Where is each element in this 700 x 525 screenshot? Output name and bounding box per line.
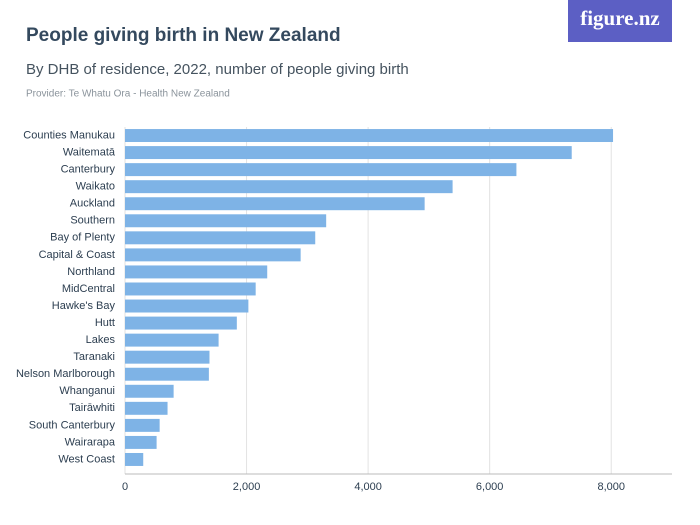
y-tick-label: Capital & Coast (39, 249, 115, 261)
bar (125, 452, 144, 466)
x-tick-label: 6,000 (476, 481, 504, 493)
bar (125, 248, 301, 262)
source: Provider: Te Whatu Ora - Health New Zeal… (26, 89, 230, 100)
x-tick-label: 2,000 (233, 481, 261, 493)
bar (125, 163, 517, 177)
y-tick-label: MidCentral (62, 283, 115, 295)
y-tick-label: Canterbury (61, 164, 116, 176)
y-tick-label: Wairarapa (65, 436, 116, 448)
bar (125, 214, 327, 228)
bar (125, 418, 160, 432)
y-tick-label: South Canterbury (29, 419, 116, 431)
chart-subtitle: By DHB of residence, 2022, number of peo… (26, 61, 409, 78)
y-tick-label: Nelson Marlborough (16, 368, 115, 380)
y-tick-label: Auckland (70, 198, 115, 210)
bar (125, 384, 174, 398)
bar (125, 180, 453, 194)
x-tick-label: 4,000 (354, 481, 382, 493)
logo-box (568, 0, 672, 42)
y-tick-label: Lakes (86, 334, 116, 346)
y-tick-label: Whanganui (59, 385, 115, 397)
y-tick-label: Hutt (95, 317, 115, 329)
bar (125, 231, 316, 245)
y-tick-label: Taranaki (73, 351, 115, 363)
bar (125, 265, 268, 279)
bar (125, 367, 209, 381)
y-tick-label: Southern (70, 215, 115, 227)
x-tick-label: 0 (122, 481, 128, 493)
x-tick-label: 8,000 (597, 481, 625, 493)
y-tick-label: Waitematā (63, 146, 116, 158)
bar (125, 146, 572, 160)
chart-title: People giving birth in New Zealand (26, 25, 341, 46)
bar (125, 316, 237, 330)
bar (125, 282, 256, 296)
y-tick-label: Hawke's Bay (52, 300, 116, 312)
logo: figure.nz (580, 6, 660, 30)
y-tick-label: Northland (67, 266, 115, 278)
bar (125, 129, 614, 143)
bar (125, 197, 425, 211)
bar (125, 435, 157, 449)
y-tick-label: Counties Manukau (23, 129, 115, 141)
bar (125, 350, 210, 364)
bar (125, 401, 168, 415)
y-tick-label: Tairāwhiti (69, 402, 115, 414)
y-tick-label: Waikato (76, 181, 115, 193)
bar (125, 333, 219, 347)
y-tick-label: Bay of Plenty (50, 232, 115, 244)
bar (125, 299, 249, 313)
y-tick-label: West Coast (58, 453, 115, 465)
